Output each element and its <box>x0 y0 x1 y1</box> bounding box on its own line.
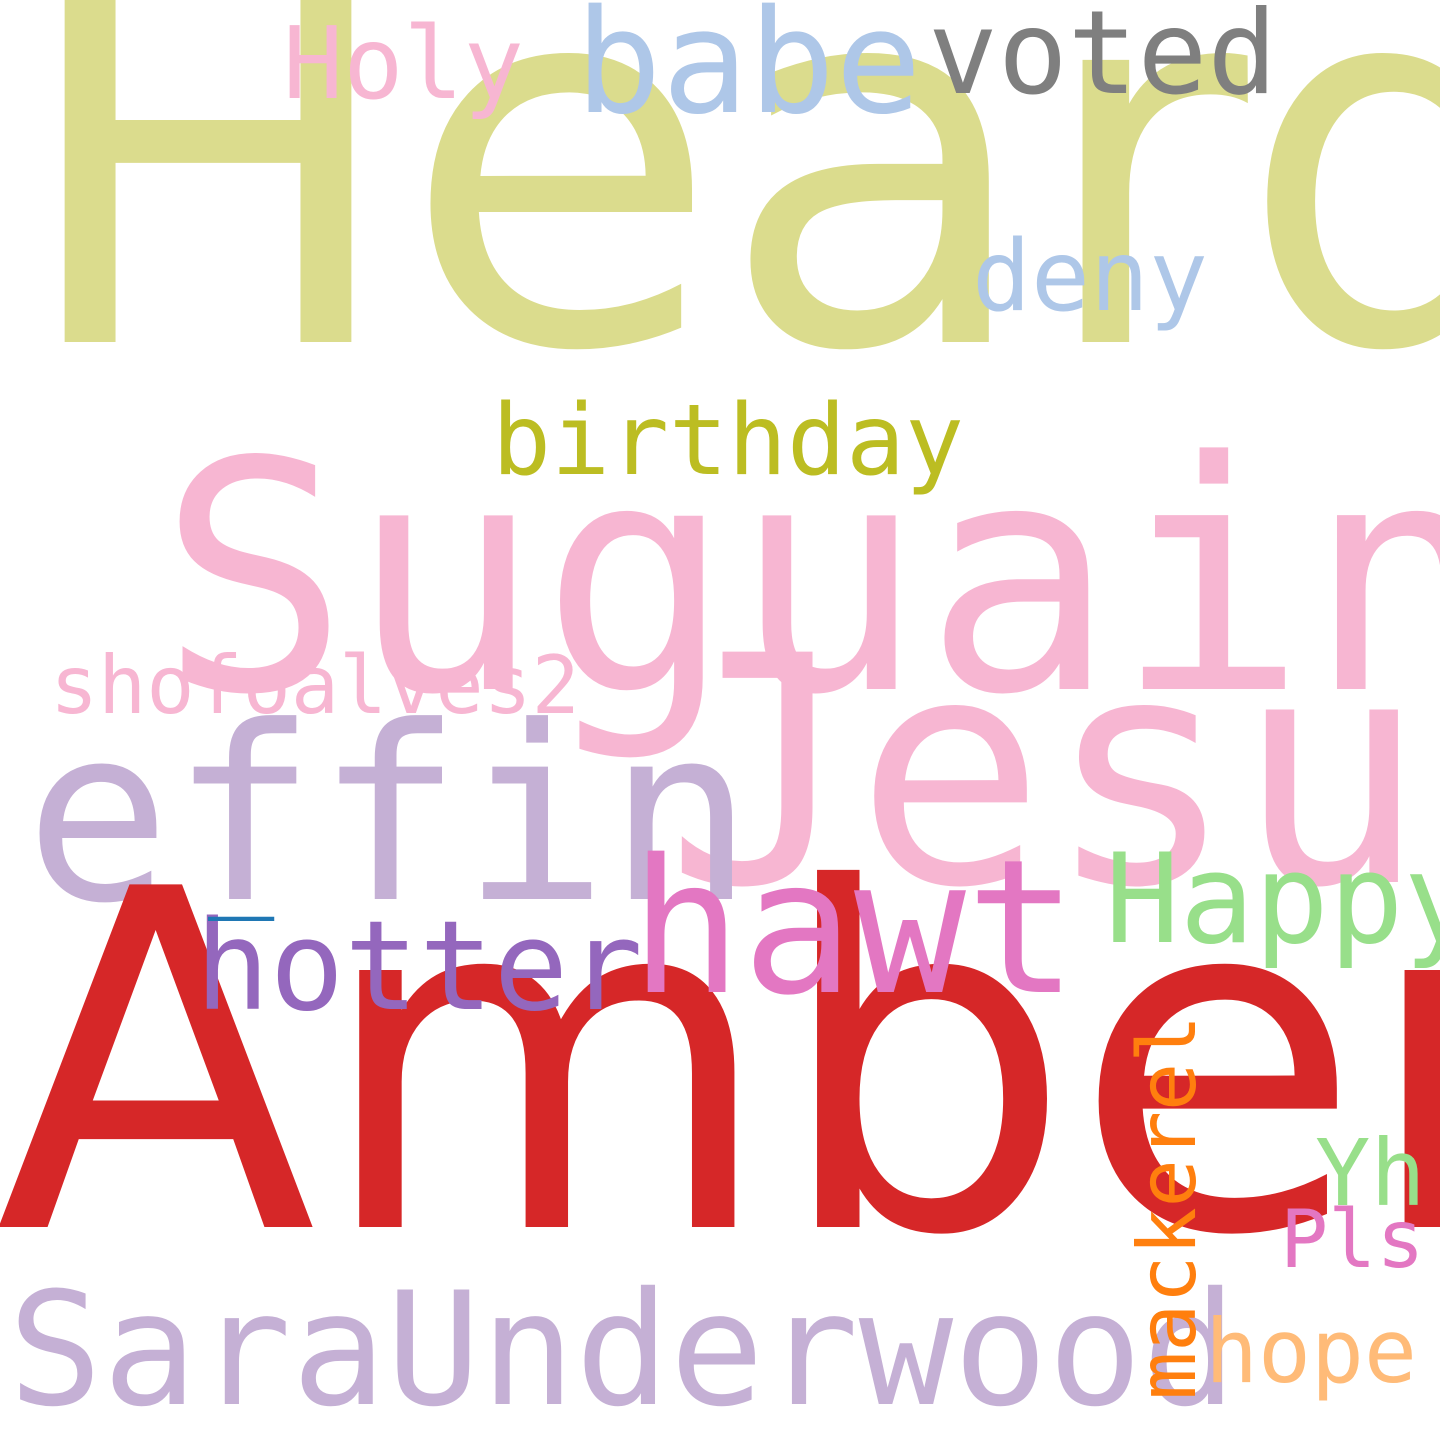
word-voted: voted <box>928 0 1278 121</box>
word-deny: deny <box>972 220 1209 334</box>
word-shofoalves2: shofoalves2 <box>50 639 580 732</box>
word-mackerel: mackerel <box>1121 1014 1214 1400</box>
word-hawt: hawt <box>630 819 1078 1036</box>
word-suguain: Suguain <box>158 394 1440 764</box>
word-hotter: hotter <box>195 895 643 1039</box>
word-effin: effin <box>25 675 754 957</box>
word-pls: Pls <box>1280 1193 1425 1286</box>
word-underscore: _ <box>208 793 275 921</box>
word-hope: hope <box>1205 1300 1417 1403</box>
word-jesus: Jesus <box>665 589 1440 957</box>
word-sara-underwood: SaraUnderwood <box>8 1259 1237 1440</box>
word-birthday: birthday <box>492 384 965 498</box>
word-happy: Happy <box>1105 828 1440 972</box>
word-amber: Amber <box>0 791 1440 1338</box>
word-holy: Holy <box>283 5 524 122</box>
word-yh: Yh <box>1315 1120 1426 1227</box>
word-babe: babe <box>575 0 922 146</box>
word-heard: Heard <box>14 0 1440 464</box>
